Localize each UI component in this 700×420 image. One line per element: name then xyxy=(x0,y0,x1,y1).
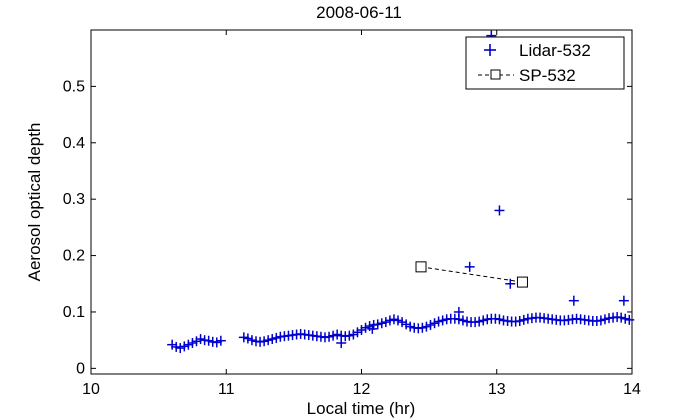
y-tick-label: 0.2 xyxy=(63,248,85,265)
sp-point xyxy=(415,261,427,273)
lidar-point xyxy=(453,306,464,317)
legend-box xyxy=(465,36,625,90)
lidar-point xyxy=(624,314,635,325)
series-sp-532 xyxy=(415,261,528,288)
series-lidar-532 xyxy=(167,30,635,354)
x-tick-label: 11 xyxy=(218,381,235,398)
sp-point xyxy=(516,276,528,288)
y-tick-label: 0 xyxy=(76,360,85,377)
lidar-point xyxy=(568,295,579,306)
y-tick-label: 0.1 xyxy=(63,304,85,321)
x-axis-label: Local time (hr) xyxy=(307,399,416,418)
lidar-point xyxy=(618,295,629,306)
lidar-point xyxy=(336,337,347,348)
x-tick-label: 14 xyxy=(623,381,641,398)
lidar-point xyxy=(215,335,226,346)
y-tick-label: 0.4 xyxy=(63,135,85,152)
y-tick-label: 0.3 xyxy=(63,191,85,208)
x-tick-label: 12 xyxy=(353,381,371,398)
legend-marker-sp xyxy=(478,69,514,80)
lidar-point xyxy=(494,205,505,216)
lidar-point xyxy=(505,278,516,289)
lidar-point xyxy=(464,261,475,272)
x-tick-label: 13 xyxy=(488,381,506,398)
x-axis: 10 11 12 13 14 xyxy=(82,30,641,398)
legend: Lidar-532 SP-532 xyxy=(465,36,625,90)
legend-marker-lidar xyxy=(484,44,496,56)
lidar-point xyxy=(367,323,378,334)
chart-title: 2008-06-11 xyxy=(316,3,402,22)
x-tick-label: 10 xyxy=(82,381,100,398)
y-axis: 0 0.1 0.2 0.3 0.4 0.5 xyxy=(63,78,632,377)
legend-label-sp: SP-532 xyxy=(519,66,576,85)
y-axis-label: Aerosol optical depth xyxy=(25,123,44,282)
sp-line xyxy=(420,266,523,283)
y-tick-label: 0.5 xyxy=(63,78,85,95)
legend-label-lidar: Lidar-532 xyxy=(519,41,591,60)
